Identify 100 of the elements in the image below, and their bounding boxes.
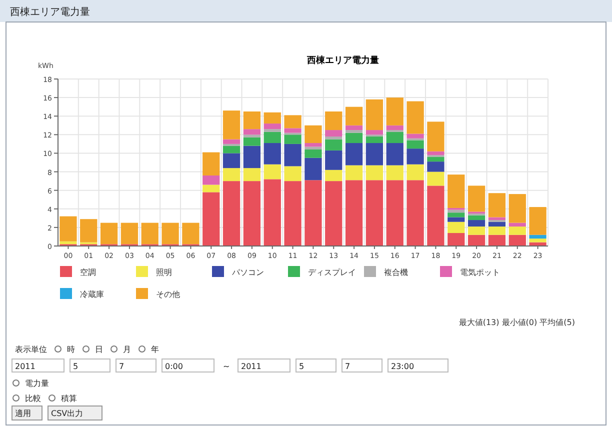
bar <box>284 181 302 246</box>
text: 2011 <box>15 362 36 371</box>
text: 表示単位 <box>15 345 47 354</box>
bar <box>468 215 486 220</box>
bar <box>448 217 465 222</box>
bar <box>202 175 220 185</box>
bar <box>304 143 322 147</box>
text: 最大値(13) 最小値(0) 平均値(5) <box>458 318 575 327</box>
bar <box>448 212 465 218</box>
bar <box>222 139 240 144</box>
bar <box>222 110 240 140</box>
text: 5 <box>73 362 78 371</box>
bar <box>488 234 506 246</box>
bar <box>264 124 281 130</box>
bar <box>304 180 322 246</box>
bar <box>448 222 465 234</box>
bar <box>80 219 98 242</box>
text: 時 <box>67 345 75 354</box>
text: 5 <box>299 362 304 371</box>
legend-label: 冷蔵庫 <box>80 290 104 299</box>
bar <box>325 181 342 246</box>
bar <box>468 186 486 212</box>
bar <box>406 101 424 134</box>
bar <box>264 132 281 144</box>
legend-label: 照明 <box>156 268 172 277</box>
bar <box>325 111 342 130</box>
bar <box>264 179 281 246</box>
text: 7 <box>345 362 350 371</box>
bar <box>427 162 444 172</box>
bar <box>366 136 384 144</box>
bar <box>345 180 363 246</box>
bar <box>304 150 322 158</box>
bar <box>243 111 261 130</box>
bar <box>386 143 404 166</box>
bar <box>345 106 363 126</box>
bar <box>345 132 363 144</box>
text: 西棟エリア電力量 <box>10 6 90 18</box>
text: 2011 <box>241 362 262 371</box>
bar <box>284 115 302 128</box>
bar <box>243 168 261 182</box>
bar <box>406 180 424 246</box>
bar <box>366 165 384 180</box>
bar <box>488 222 506 227</box>
legend-label: 空調 <box>80 268 96 277</box>
bar <box>386 132 404 144</box>
text: 適用 <box>15 409 31 418</box>
bar <box>325 139 342 150</box>
bar <box>325 130 342 137</box>
bar <box>60 216 77 242</box>
bar <box>386 180 404 246</box>
bar <box>406 140 424 149</box>
bar <box>243 181 261 246</box>
bar <box>243 137 261 146</box>
bar <box>222 146 240 154</box>
bar <box>488 217 506 220</box>
bar <box>243 129 261 135</box>
bar <box>488 193 506 218</box>
bar <box>141 222 158 244</box>
bar <box>345 165 363 180</box>
bar <box>284 134 302 144</box>
bar <box>202 152 220 176</box>
bar <box>182 222 200 244</box>
bar <box>427 186 444 246</box>
legend-label: 複合機 <box>384 268 408 277</box>
bar <box>325 150 342 170</box>
text: ~ <box>223 362 230 371</box>
bar <box>264 164 281 180</box>
bar <box>222 153 240 168</box>
bar <box>468 226 486 235</box>
bar <box>264 143 281 164</box>
text: 年 <box>151 345 159 354</box>
legend-label: 電気ポット <box>460 268 500 277</box>
bar <box>284 166 302 182</box>
bar <box>406 148 424 164</box>
bar <box>468 234 486 246</box>
text: 電力量 <box>25 379 49 388</box>
bar <box>304 158 322 180</box>
bar <box>264 129 281 132</box>
bar <box>427 122 444 152</box>
bar <box>448 233 465 246</box>
bar <box>202 184 220 192</box>
text: 0:00 <box>165 362 183 371</box>
text: 7 <box>119 362 124 371</box>
bar <box>406 164 424 180</box>
bar <box>345 125 363 130</box>
bar <box>508 222 526 227</box>
bar <box>325 136 342 140</box>
bar <box>345 130 363 133</box>
bar <box>100 222 118 244</box>
chart-title: 西棟エリア電力量 <box>306 55 379 66</box>
bar <box>366 99 384 130</box>
bar <box>284 128 302 133</box>
bar <box>448 174 465 208</box>
text: 日 <box>95 345 103 354</box>
text: CSV出力 <box>51 409 84 418</box>
bar <box>202 192 220 246</box>
bar <box>386 125 404 130</box>
legend-label: その他 <box>156 290 180 299</box>
bar <box>508 194 526 223</box>
bar <box>366 143 384 166</box>
